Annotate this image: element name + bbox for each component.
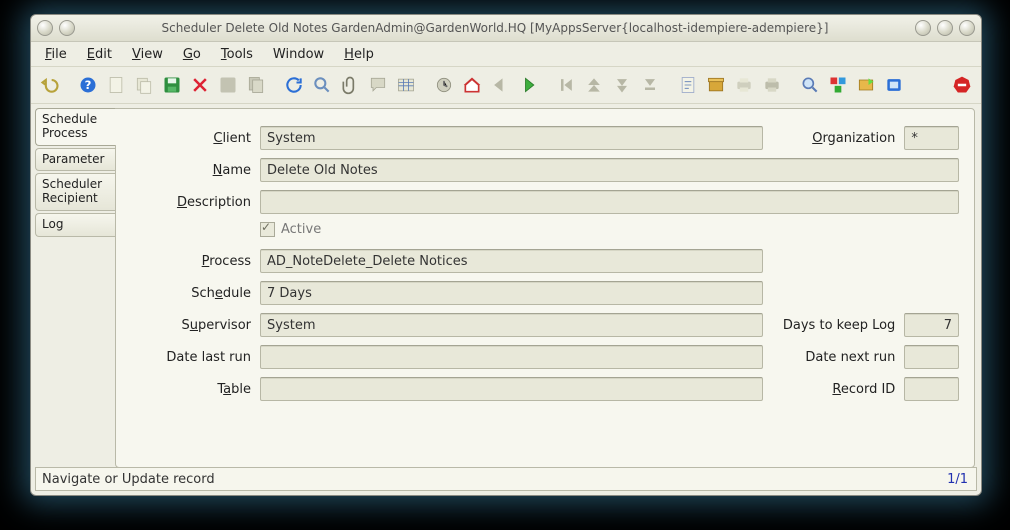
- checkbox-active[interactable]: Active: [260, 222, 321, 237]
- find-icon[interactable]: [309, 72, 335, 98]
- copy-record-icon[interactable]: [243, 72, 269, 98]
- exit-icon[interactable]: [949, 72, 975, 98]
- field-organization[interactable]: *: [904, 126, 959, 150]
- window-title: Scheduler Delete Old Notes GardenAdmin@G…: [75, 21, 915, 35]
- print-preview-icon[interactable]: [731, 72, 757, 98]
- workflow-icon[interactable]: [825, 72, 851, 98]
- field-schedule[interactable]: 7 Days: [260, 281, 763, 305]
- status-position: 1/1: [939, 472, 976, 487]
- field-client[interactable]: System: [260, 126, 763, 150]
- menu-help[interactable]: Help: [336, 45, 382, 64]
- menu-tools[interactable]: Tools: [213, 45, 261, 64]
- close-icon[interactable]: [959, 20, 975, 36]
- field-record-id[interactable]: [904, 377, 959, 401]
- home-icon[interactable]: [459, 72, 485, 98]
- label-date-next-run: Date next run: [764, 344, 903, 370]
- chat-icon[interactable]: [365, 72, 391, 98]
- maximize-icon[interactable]: [937, 20, 953, 36]
- next-icon[interactable]: [609, 72, 635, 98]
- menu-file[interactable]: File: [37, 45, 75, 64]
- menu-view[interactable]: View: [124, 45, 171, 64]
- print-icon[interactable]: [759, 72, 785, 98]
- field-description[interactable]: [260, 190, 959, 214]
- refresh-icon[interactable]: [281, 72, 307, 98]
- main-area: Schedule Process Parameter Scheduler Rec…: [31, 104, 981, 472]
- tab-strip: Schedule Process Parameter Scheduler Rec…: [31, 104, 115, 472]
- field-supervisor[interactable]: System: [260, 313, 763, 337]
- label-active: Active: [281, 222, 321, 237]
- menu-edit[interactable]: Edit: [79, 45, 120, 64]
- new-icon[interactable]: [103, 72, 129, 98]
- field-table[interactable]: [260, 377, 763, 401]
- tab-scheduler-recipient[interactable]: Scheduler Recipient: [35, 173, 115, 211]
- menu-window[interactable]: Window: [265, 45, 332, 64]
- save-create-icon[interactable]: [215, 72, 241, 98]
- window-menu-icon[interactable]: [37, 20, 53, 36]
- field-date-last-run[interactable]: [260, 345, 763, 369]
- form-panel: Client System Organization * Name Delete…: [115, 108, 975, 468]
- attachment-icon[interactable]: [337, 72, 363, 98]
- label-date-last-run: Date last run: [130, 344, 259, 370]
- tab-parameter[interactable]: Parameter: [35, 148, 115, 172]
- window-sticky-icon[interactable]: [59, 20, 75, 36]
- label-client: Client: [130, 125, 259, 151]
- label-organization: Organization: [764, 125, 903, 151]
- help-icon[interactable]: ?: [75, 72, 101, 98]
- minimize-icon[interactable]: [915, 20, 931, 36]
- label-supervisor: Supervisor: [130, 312, 259, 338]
- first-icon[interactable]: [553, 72, 579, 98]
- copy-icon[interactable]: [131, 72, 157, 98]
- label-process: Process: [130, 248, 259, 274]
- check-icon: [260, 222, 275, 237]
- tab-log[interactable]: Log: [35, 213, 115, 237]
- report-icon[interactable]: [675, 72, 701, 98]
- forward-icon[interactable]: [515, 72, 541, 98]
- prev-icon[interactable]: [581, 72, 607, 98]
- status-message: Navigate or Update record: [36, 472, 939, 487]
- label-record-id: Record ID: [764, 376, 903, 402]
- field-process[interactable]: AD_NoteDelete_Delete Notices: [260, 249, 763, 273]
- back-icon[interactable]: [487, 72, 513, 98]
- label-table: Table: [130, 376, 259, 402]
- tab-schedule-process[interactable]: Schedule Process: [35, 108, 115, 146]
- delete-icon[interactable]: [187, 72, 213, 98]
- label-days-keep-log: Days to keep Log: [764, 312, 903, 338]
- toolbar: ?: [31, 66, 981, 104]
- field-days-keep-log[interactable]: 7: [904, 313, 959, 337]
- product-info-icon[interactable]: [881, 72, 907, 98]
- titlebar: Scheduler Delete Old Notes GardenAdmin@G…: [31, 15, 981, 42]
- app-window: Scheduler Delete Old Notes GardenAdmin@G…: [30, 14, 982, 496]
- field-name[interactable]: Delete Old Notes: [260, 158, 959, 182]
- menubar: File Edit View Go Tools Window Help: [31, 42, 981, 66]
- save-icon[interactable]: [159, 72, 185, 98]
- last-icon[interactable]: [637, 72, 663, 98]
- archive-icon[interactable]: [703, 72, 729, 98]
- label-schedule: Schedule: [130, 280, 259, 306]
- label-description: Description: [130, 189, 259, 215]
- menu-go[interactable]: Go: [175, 45, 209, 64]
- grid-toggle-icon[interactable]: [393, 72, 419, 98]
- undo-icon[interactable]: [37, 72, 63, 98]
- status-bar: Navigate or Update record 1/1: [35, 467, 977, 491]
- label-name: Name: [130, 157, 259, 183]
- svg-text:?: ?: [85, 78, 92, 92]
- history-icon[interactable]: [431, 72, 457, 98]
- request-icon[interactable]: [853, 72, 879, 98]
- zoom-across-icon[interactable]: [797, 72, 823, 98]
- field-date-next-run[interactable]: [904, 345, 959, 369]
